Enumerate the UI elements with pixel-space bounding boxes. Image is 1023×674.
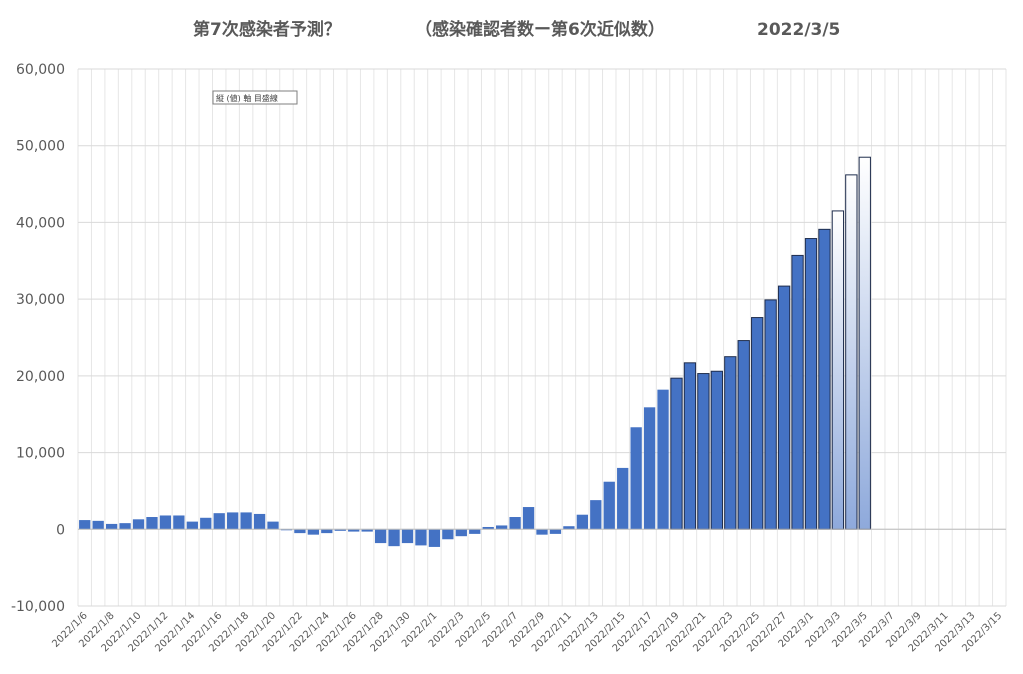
y-tick-label: -10,000 [11, 599, 65, 615]
bar [267, 521, 279, 530]
bar [294, 529, 306, 534]
bar [563, 526, 575, 530]
bar [348, 529, 360, 532]
bar [119, 523, 131, 530]
bar [146, 517, 158, 530]
bar [482, 526, 494, 530]
bar [751, 317, 764, 530]
bar [401, 529, 414, 544]
chart-title: 第7次感染者予測？ （感染確認者数ー第6次近似数） 2022/3/5 [193, 19, 840, 40]
bar [697, 373, 710, 530]
bar [509, 517, 521, 530]
bar [186, 521, 198, 530]
title-subtitle: （感染確認者数ー第6次近似数） [415, 19, 665, 40]
note-label: 縦 (値) 軸 目盛線 [216, 93, 278, 103]
bar [496, 525, 508, 530]
bar [388, 529, 400, 547]
bar [670, 377, 683, 530]
y-tick-label: 0 [56, 522, 65, 538]
bar [657, 389, 669, 530]
bar [549, 529, 562, 534]
bar [576, 514, 588, 530]
bar [159, 515, 172, 530]
bar [683, 362, 697, 530]
bar [536, 529, 548, 535]
bar [617, 467, 629, 530]
bar [361, 529, 373, 532]
bar [92, 520, 104, 530]
bar [442, 529, 454, 540]
bar [455, 529, 467, 537]
bar [845, 174, 858, 530]
y-tick-label: 30,000 [16, 292, 65, 308]
y-tick-label: 20,000 [16, 369, 65, 385]
bar-series [78, 156, 1006, 547]
bar [105, 523, 118, 530]
title-main: 第7次感染者予測？ [193, 19, 341, 40]
y-tick-label: 60,000 [16, 62, 65, 78]
gridline-note-box: 縦 (値) 軸 目盛線 [212, 90, 298, 105]
bar [321, 529, 333, 534]
bar [374, 529, 387, 544]
bar [132, 519, 145, 530]
bar [200, 517, 212, 530]
bar [522, 507, 535, 530]
bar [818, 228, 831, 530]
bar [173, 515, 185, 530]
bar [603, 481, 615, 530]
bar [590, 500, 602, 530]
bar [630, 427, 642, 530]
y-tick-label: 50,000 [16, 139, 65, 155]
bar [415, 529, 427, 546]
bar [307, 529, 320, 535]
bar [334, 529, 346, 531]
y-axis-tick-labels: -10,000 0 10,000 20,000 30,000 40,000 50,000 60… [11, 62, 65, 615]
x-axis-tick-labels: 2022/1/62022/1/82022/1/102022/1/122022/1… [50, 610, 1004, 654]
bar [710, 370, 723, 530]
bar [79, 520, 91, 530]
vertical-gridlines [77, 69, 1007, 606]
bar [724, 356, 737, 530]
title-date: 2022/3/5 [757, 20, 840, 40]
bar [764, 299, 777, 530]
bar [253, 513, 266, 530]
bar [469, 529, 481, 534]
y-tick-label: 40,000 [16, 215, 65, 231]
bar [831, 210, 845, 530]
note-frame [212, 90, 298, 105]
bar [240, 512, 252, 530]
bar [643, 407, 656, 530]
bar [227, 512, 239, 530]
bar [737, 340, 750, 530]
bar [777, 285, 791, 530]
bar [858, 156, 871, 530]
bar [213, 513, 225, 530]
bar [791, 254, 804, 530]
bar [804, 238, 818, 530]
y-tick-label: 10,000 [16, 446, 65, 462]
bar [428, 529, 441, 547]
